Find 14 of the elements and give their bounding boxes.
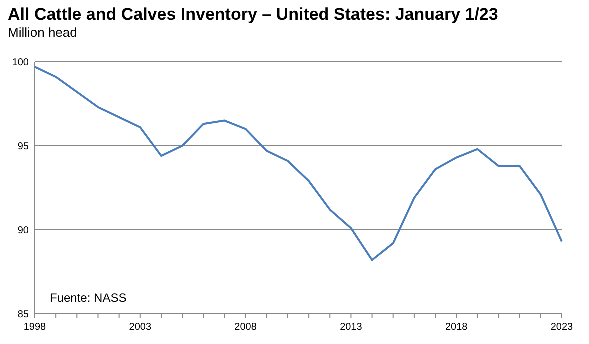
line-series [34,66,563,262]
y-tick-label: 90 [18,226,30,236]
y-tick-label: 100 [12,58,30,68]
x-tick-label: 2008 [234,322,258,333]
y-tick-label: 85 [18,310,30,320]
x-tick-label: 2023 [550,322,574,333]
y-tick-label: 95 [18,142,30,152]
annotation: Fuente: NASS [50,291,127,305]
x-tick-label: 2013 [340,322,363,333]
x-tick-label: 2018 [445,322,468,333]
chart-subtitle: Million head [8,25,78,40]
chart-title: All Cattle and Calves Inventory – United States: January 1/23 [8,5,498,24]
x-tick-label: 2003 [129,322,152,333]
x-tick-label: 1998 [24,322,47,333]
